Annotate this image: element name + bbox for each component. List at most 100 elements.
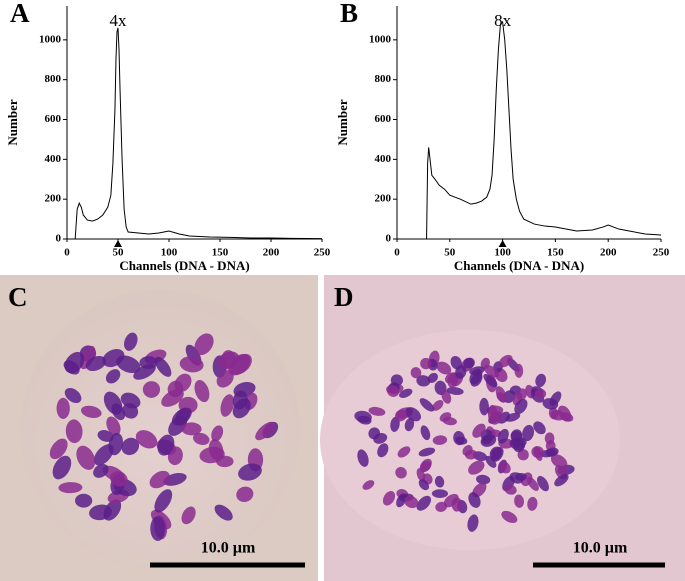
chromosome [514, 398, 528, 415]
chromosome [404, 417, 415, 432]
chromosome [194, 380, 210, 403]
y-tick-label: 600 [45, 113, 62, 125]
chromosome [52, 455, 72, 480]
chromosome [550, 454, 568, 469]
chromosome [221, 350, 237, 369]
chromosome [451, 497, 463, 512]
chromosome [462, 445, 473, 456]
chromosome [79, 345, 96, 370]
peak-label: 8x [494, 11, 512, 30]
chromosome [167, 380, 184, 398]
chromosome [467, 514, 479, 532]
histogram-line [74, 27, 323, 240]
chromosome [557, 405, 572, 422]
chromosome [470, 372, 483, 387]
chromosome [472, 423, 486, 438]
x-tick-label: 150 [547, 247, 564, 259]
chromosome [354, 410, 372, 423]
y-tick-label: 400 [375, 153, 392, 165]
chromosome [446, 386, 464, 395]
chromosome [535, 373, 547, 388]
chromosome [537, 475, 549, 492]
chromosome [75, 493, 93, 508]
chromosome [505, 412, 521, 422]
chromosome [357, 449, 369, 467]
chromosome [455, 365, 467, 379]
peak-marker [114, 240, 122, 247]
chromosome [93, 463, 109, 478]
chromosome [489, 411, 503, 425]
chromosome [545, 447, 559, 457]
chromosome [97, 430, 114, 442]
x-tick-label: 100 [494, 247, 511, 259]
chromosome [181, 422, 202, 436]
chromosome [416, 495, 432, 511]
chromosome [216, 370, 234, 388]
x-tick-label: 200 [263, 247, 280, 259]
chromosome [133, 364, 156, 380]
chromosome [58, 482, 83, 494]
chromosome [516, 388, 528, 401]
chromosome [80, 405, 102, 418]
chromosome [377, 443, 389, 458]
panel-letter: A [10, 0, 30, 28]
chromosome [65, 419, 83, 444]
chromosome [93, 444, 114, 466]
chromosome [483, 364, 500, 378]
y-tick-label: 800 [45, 73, 62, 85]
chromosome [179, 356, 204, 373]
chromosome [404, 496, 419, 509]
chromosome [418, 479, 430, 491]
chromosome [193, 432, 210, 445]
chromosome [442, 416, 457, 426]
y-axis-label: Number [335, 99, 350, 145]
chromosome [121, 437, 140, 456]
panel-letter: D [334, 282, 354, 312]
chromosome [522, 424, 535, 442]
chromosome [554, 474, 569, 487]
chromosome [255, 421, 276, 441]
chromosome [483, 373, 498, 388]
chromosome [504, 484, 517, 495]
panel-letter: C [8, 282, 28, 312]
x-tick-label: 0 [394, 247, 400, 259]
y-tick-label: 400 [45, 153, 62, 165]
x-tick-label: 200 [600, 247, 617, 259]
chromosome [418, 447, 436, 457]
y-tick-label: 0 [386, 233, 392, 245]
chromosome [397, 446, 411, 458]
x-tick-label: 150 [212, 247, 229, 259]
chromosome [106, 416, 121, 436]
chromosome [211, 425, 224, 442]
chromosome [382, 491, 396, 506]
chromosome [514, 494, 525, 508]
x-tick-label: 250 [653, 247, 670, 259]
scale-label: 10.0 µm [201, 540, 256, 557]
chromosome [154, 489, 173, 513]
chromosome [436, 361, 452, 375]
x-tick-label: 250 [314, 247, 331, 259]
chromosome [236, 486, 254, 502]
chromosome [434, 475, 445, 488]
histogram-line [426, 20, 662, 240]
chromosome [432, 399, 444, 411]
chromosome [154, 356, 172, 377]
y-axis-label: Number [5, 99, 20, 145]
x-tick-label: 0 [64, 247, 70, 259]
chromosome [533, 421, 546, 435]
chromosome [194, 333, 214, 356]
chromosome [368, 406, 386, 416]
chromosome [64, 351, 85, 374]
chromosome [111, 403, 126, 421]
chromosome [76, 445, 96, 470]
panel-letter: B [340, 0, 358, 28]
chromosome [122, 403, 139, 419]
chromosome [419, 398, 435, 412]
y-tick-label: 200 [45, 193, 62, 205]
chromosome [214, 504, 233, 521]
x-tick-label: 50 [113, 247, 125, 259]
chromosome [420, 425, 431, 441]
chromosome [171, 407, 192, 426]
chromosome [498, 461, 511, 474]
